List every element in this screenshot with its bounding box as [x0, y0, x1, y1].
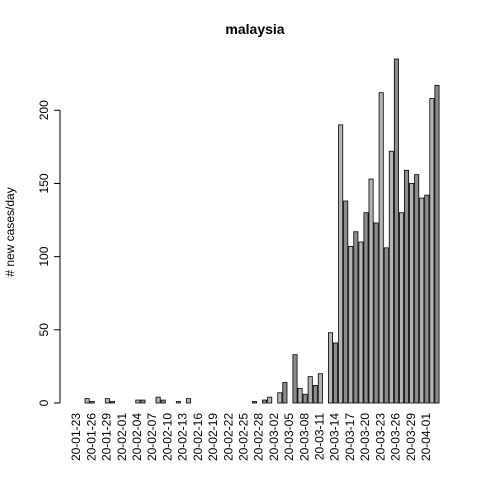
bar — [343, 200, 349, 404]
bar — [302, 393, 308, 404]
x-tick-label: 20-02-28 — [252, 413, 266, 461]
bar — [373, 222, 379, 404]
x-tick-label: 20-03-11 — [313, 413, 327, 460]
x-tick-label: 20-03-23 — [373, 413, 387, 461]
bar — [378, 92, 384, 404]
bar — [333, 342, 339, 404]
x-tick-label: 20-02-19 — [206, 413, 220, 461]
x-tick-label: 20-02-25 — [236, 413, 250, 461]
bar — [414, 174, 420, 404]
x-tick-label: 20-04-01 — [419, 413, 433, 461]
bar — [404, 169, 410, 404]
bar — [429, 98, 435, 404]
x-tick-label: 20-03-20 — [358, 413, 372, 461]
bar — [409, 183, 415, 404]
bar — [175, 401, 181, 404]
y-tick-label: 150 — [37, 173, 51, 193]
bar — [135, 399, 141, 404]
bar — [282, 382, 288, 404]
bar — [267, 396, 273, 404]
x-tick-label: 20-02-01 — [115, 413, 129, 461]
x-tick-label: 20-01-29 — [100, 413, 114, 461]
y-tick-label: 50 — [37, 323, 51, 337]
bar — [353, 231, 359, 404]
x-tick-label: 20-02-16 — [191, 413, 205, 461]
bar — [398, 212, 404, 404]
bar — [312, 385, 318, 404]
x-tick-label: 20-03-02 — [267, 413, 281, 461]
bar — [393, 58, 399, 404]
x-tick-label: 20-03-26 — [389, 413, 403, 461]
y-axis-label: # new cases/day — [3, 187, 17, 276]
bar — [186, 398, 192, 404]
x-tick-label: 20-01-23 — [69, 413, 83, 461]
x-tick-label: 20-02-10 — [160, 413, 174, 461]
x-tick-label: 20-02-22 — [221, 413, 235, 461]
bar — [383, 247, 389, 404]
bar — [140, 399, 146, 404]
bar — [363, 212, 369, 404]
y-tick-label: 200 — [37, 100, 51, 120]
bar — [251, 401, 257, 404]
x-tick-label: 20-03-29 — [404, 413, 418, 461]
x-tick-label: 20-02-04 — [130, 413, 144, 461]
bar — [104, 398, 110, 404]
bar — [317, 373, 323, 404]
x-tick-label: 20-03-08 — [297, 413, 311, 461]
y-tick-label: 0 — [37, 399, 51, 406]
bar — [297, 387, 303, 404]
bar — [292, 354, 298, 404]
y-tick-label: 100 — [37, 246, 51, 266]
bar — [277, 392, 283, 404]
x-tick-label: 20-03-14 — [328, 413, 342, 461]
bar — [388, 150, 394, 404]
chart-title: malaysia — [225, 21, 284, 37]
bar — [327, 332, 333, 404]
x-tick-label: 20-02-07 — [145, 413, 159, 461]
bar — [434, 84, 440, 404]
bar — [368, 178, 374, 404]
bar — [109, 401, 115, 404]
x-tick-label: 20-03-17 — [343, 413, 357, 461]
bar — [155, 396, 161, 404]
bar — [307, 376, 313, 404]
bar — [84, 398, 90, 404]
bar — [358, 241, 364, 404]
bar — [160, 399, 166, 404]
bar — [424, 194, 430, 404]
bar — [262, 399, 268, 404]
x-tick-label: 20-02-13 — [176, 413, 190, 461]
bar — [338, 124, 344, 404]
bar — [419, 197, 425, 404]
bar — [348, 245, 354, 404]
bar — [89, 401, 95, 404]
x-tick-label: 20-01-26 — [84, 413, 98, 461]
x-tick-label: 20-03-05 — [282, 413, 296, 461]
